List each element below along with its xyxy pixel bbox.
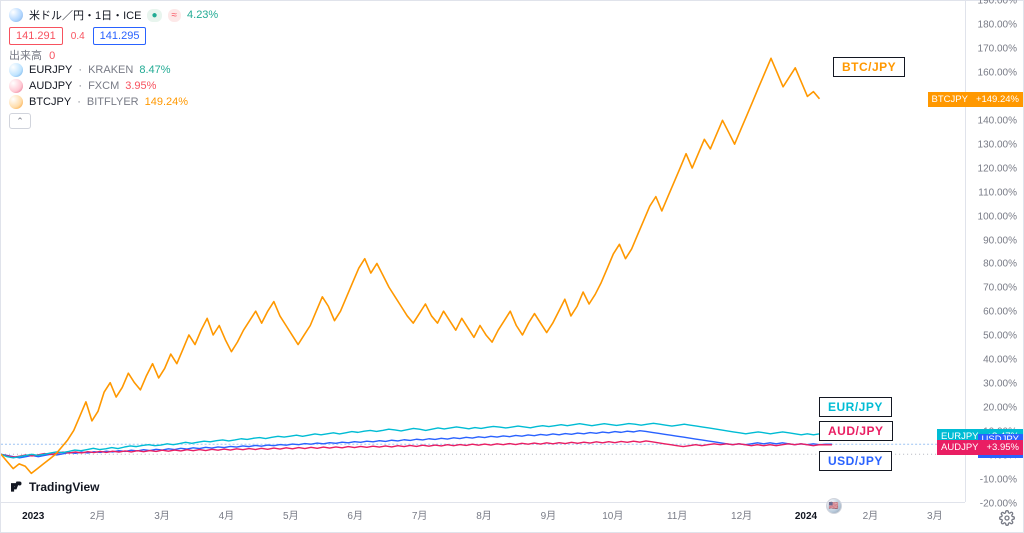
price-badge[interactable]: AUDJPY+3.95% bbox=[937, 440, 1023, 455]
axis-settings-gear-icon[interactable] bbox=[999, 510, 1015, 526]
y-tick: 50.00% bbox=[983, 331, 1017, 342]
y-tick: 170.00% bbox=[978, 43, 1017, 54]
y-tick: -20.00% bbox=[980, 499, 1017, 510]
x-tick: 7月 bbox=[412, 507, 428, 522]
ann-aud[interactable]: AUD/JPY bbox=[819, 421, 893, 441]
now-marker-icon: 🇺🇸 bbox=[826, 498, 842, 514]
x-tick: 2月 bbox=[90, 507, 106, 522]
ann-usd[interactable]: USD/JPY bbox=[819, 451, 892, 471]
price-badge[interactable]: BTCJPY+149.24% bbox=[928, 92, 1024, 107]
x-tick: 3月 bbox=[927, 507, 943, 522]
y-tick: 20.00% bbox=[983, 403, 1017, 414]
y-tick: 120.00% bbox=[978, 163, 1017, 174]
x-tick: 4月 bbox=[219, 507, 235, 522]
x-tick: 9月 bbox=[541, 507, 557, 522]
x-tick: 2月 bbox=[863, 507, 879, 522]
logo-text: TradingView bbox=[29, 480, 99, 494]
y-tick: 110.00% bbox=[978, 187, 1017, 198]
ann-btc[interactable]: BTC/JPY bbox=[833, 57, 905, 77]
x-tick: 2023 bbox=[22, 511, 44, 522]
y-tick: 140.00% bbox=[978, 115, 1017, 126]
chart-root: 米ドル／円・1日・ICE ● ≈ 4.23% 141.291 0.4 141.2… bbox=[0, 0, 1024, 533]
y-tick: 180.00% bbox=[978, 19, 1017, 30]
tradingview-logo[interactable]: TradingView bbox=[11, 480, 99, 494]
x-tick: 10月 bbox=[602, 507, 623, 522]
y-axis[interactable]: -20.00%-10.00%0.00%10.00%20.00%30.00%40.… bbox=[965, 1, 1023, 502]
tv-logo-icon bbox=[11, 480, 25, 494]
ann-eur[interactable]: EUR/JPY bbox=[819, 397, 892, 417]
y-tick: 60.00% bbox=[983, 307, 1017, 318]
x-tick: 12月 bbox=[731, 507, 752, 522]
x-tick: 2024 bbox=[795, 511, 817, 522]
x-axis[interactable]: 20232月3月4月5月6月7月8月9月10月11月12月20242月3月🇺🇸 bbox=[1, 502, 965, 532]
y-tick: 90.00% bbox=[983, 235, 1017, 246]
x-tick: 3月 bbox=[154, 507, 170, 522]
x-tick: 8月 bbox=[476, 507, 492, 522]
y-tick: 130.00% bbox=[978, 139, 1017, 150]
y-tick: 40.00% bbox=[983, 355, 1017, 366]
y-tick: -10.00% bbox=[980, 475, 1017, 486]
y-tick: 70.00% bbox=[983, 283, 1017, 294]
x-tick: 11月 bbox=[667, 507, 687, 522]
y-tick: 160.00% bbox=[978, 67, 1017, 78]
x-tick: 5月 bbox=[283, 507, 299, 522]
x-tick: 6月 bbox=[347, 507, 363, 522]
y-tick: 100.00% bbox=[978, 211, 1017, 222]
y-tick: 80.00% bbox=[983, 259, 1017, 270]
y-tick: 30.00% bbox=[983, 379, 1017, 390]
y-tick: 190.00% bbox=[978, 0, 1017, 7]
